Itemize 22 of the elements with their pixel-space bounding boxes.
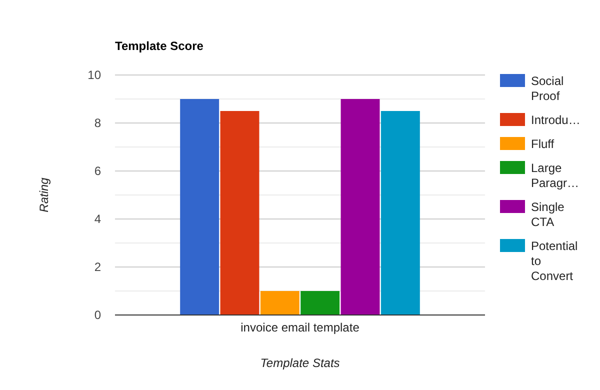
y-tick-label: 10 bbox=[88, 68, 102, 82]
y-tick-label: 0 bbox=[94, 308, 102, 322]
legend-label: Social Proof bbox=[531, 74, 564, 103]
legend-label: Large Paragr… bbox=[531, 161, 580, 190]
y-tick-label: 6 bbox=[94, 164, 102, 178]
legend-label: Introdu… bbox=[531, 113, 580, 127]
y-axis-title: Rating bbox=[37, 177, 51, 212]
y-tick-label: 4 bbox=[94, 212, 102, 226]
y-tick-label: 2 bbox=[94, 260, 102, 274]
y-tick-label: 8 bbox=[94, 116, 102, 130]
bar bbox=[340, 99, 380, 315]
chart-title: Template Score bbox=[115, 39, 204, 53]
legend-label: Fluff bbox=[531, 137, 555, 151]
bar bbox=[260, 291, 300, 315]
legend-label: Single CTA bbox=[531, 200, 565, 229]
bar bbox=[180, 99, 220, 315]
x-tick-label: invoice email template bbox=[240, 320, 360, 335]
bar bbox=[380, 111, 420, 315]
legend-label: Potential to Convert bbox=[531, 239, 578, 283]
x-axis-title: Template Stats bbox=[260, 356, 340, 370]
bar bbox=[300, 291, 340, 315]
bar bbox=[220, 111, 260, 315]
